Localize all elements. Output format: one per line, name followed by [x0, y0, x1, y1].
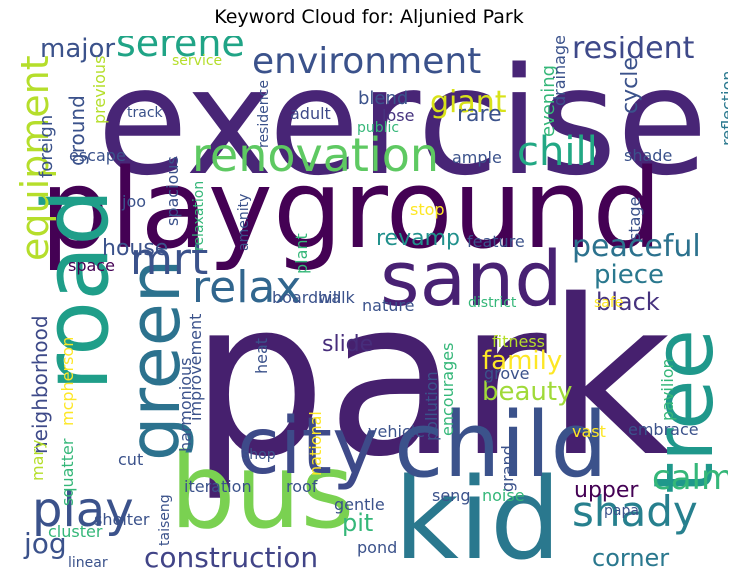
word-rare: rare [457, 102, 502, 127]
word-giant: giant [430, 85, 507, 120]
word-pond: pond [357, 538, 398, 557]
word-calm: calm [652, 458, 728, 498]
word-child: child [394, 393, 608, 498]
word-play: play [32, 482, 134, 538]
word-vast: vast [572, 422, 606, 441]
word-jog: jog [24, 527, 67, 560]
word-cloud: park exercise playground bus kid child sand cit… [12, 36, 728, 576]
word-service: service [172, 53, 223, 69]
word-adult: adult [290, 104, 331, 123]
word-slide: slide [322, 332, 374, 357]
word-major: major [40, 36, 116, 64]
word-environment: environment [252, 41, 482, 82]
word-boardwalk: boardwalk [272, 288, 355, 307]
word-shelter: shelter [94, 510, 150, 529]
word-track: track [127, 105, 163, 121]
word-grove: grove [484, 364, 530, 383]
word-pavilion: pavilion [658, 358, 677, 421]
word-blend: blend [358, 88, 409, 109]
word-mary: mary [28, 439, 47, 481]
word-reflection: reflection [718, 70, 728, 146]
word-cluster: cluster [48, 522, 103, 541]
word-residence: residence [256, 80, 272, 148]
word-amenity: amenity [236, 193, 252, 251]
word-shade: shade [624, 146, 673, 165]
word-relaxation: relaxation [191, 180, 207, 251]
word-linear: linear [68, 555, 108, 571]
word-spacious: spacious [163, 156, 182, 226]
word-mcpherson: mcpherson [58, 336, 77, 426]
word-black: black [596, 288, 660, 316]
word-mrt: mrt [130, 234, 209, 285]
word-serene: serene [116, 36, 245, 65]
word-nature: nature [362, 296, 415, 315]
word-renovation: renovation [192, 128, 440, 182]
word-feature: feature [467, 232, 525, 251]
word-roof: roof [286, 477, 318, 496]
word-bus: bus [170, 432, 355, 552]
word-relax: relax [192, 262, 302, 313]
word-foreign: foreign [36, 114, 57, 178]
word-vehicle: vehicle [368, 422, 425, 441]
word-stop: stop [410, 200, 445, 219]
word-space: space [68, 256, 115, 275]
word-resident: resident [572, 36, 695, 66]
chart-title: Keyword Cloud for: Aljunied Park [214, 6, 524, 28]
word-iteration: iteration [184, 477, 252, 496]
word-national: national [306, 411, 325, 476]
word-noise: noise [482, 486, 525, 505]
word-revamp: revamp [376, 226, 460, 251]
word-upper: upper [574, 478, 639, 503]
word-pit: pit [342, 509, 374, 537]
word-plant: plant [292, 233, 311, 274]
word-corner: corner [592, 544, 670, 572]
word-beauty: beauty [482, 377, 573, 407]
word-squatter: squatter [58, 438, 77, 506]
word-house: house [102, 236, 169, 261]
word-previous: previous [90, 55, 109, 124]
word-encourages: encourages [438, 342, 457, 436]
word-district: district [468, 295, 517, 311]
word-public: public [357, 120, 400, 136]
word-shady: shady [572, 487, 698, 536]
word-hill: hill [318, 288, 342, 307]
word-embrace: embrace [628, 420, 699, 439]
word-lose: lose [382, 106, 415, 125]
word-piece: piece [594, 260, 665, 290]
word-exercise: exercise [97, 36, 708, 208]
word-family: family [482, 346, 563, 376]
word-safe: safe [594, 295, 624, 311]
word-playground: playground [40, 145, 663, 273]
word-heat: heat [252, 337, 271, 374]
word-sand: sand [380, 234, 563, 323]
word-construction: construction [144, 541, 319, 574]
word-ample: ample [452, 148, 502, 167]
word-taiseng: taiseng [157, 494, 173, 546]
word-papa: papa [604, 503, 639, 519]
word-stage: stage [625, 196, 644, 241]
word-cycle: cycle [618, 57, 643, 114]
word-drainage: drainage [550, 36, 569, 106]
word-cut: cut [118, 450, 144, 469]
word-shop: shop [242, 447, 276, 463]
word-fitness: fitness [492, 332, 546, 351]
word-city: city [237, 402, 379, 492]
word-escape: escape [69, 146, 126, 165]
word-gentle: gentle [334, 495, 385, 514]
word-harmonious: harmonious [176, 357, 195, 452]
word-kid: kid [394, 455, 562, 576]
word-seng: seng [432, 486, 471, 505]
word-neighborhood: neighborhood [28, 315, 52, 454]
word-peaceful: peaceful [572, 229, 701, 264]
word-joo: joo [122, 192, 147, 211]
word-chill: chill [517, 129, 598, 175]
word-grand: grand [498, 445, 517, 492]
word-park: park [190, 253, 672, 504]
